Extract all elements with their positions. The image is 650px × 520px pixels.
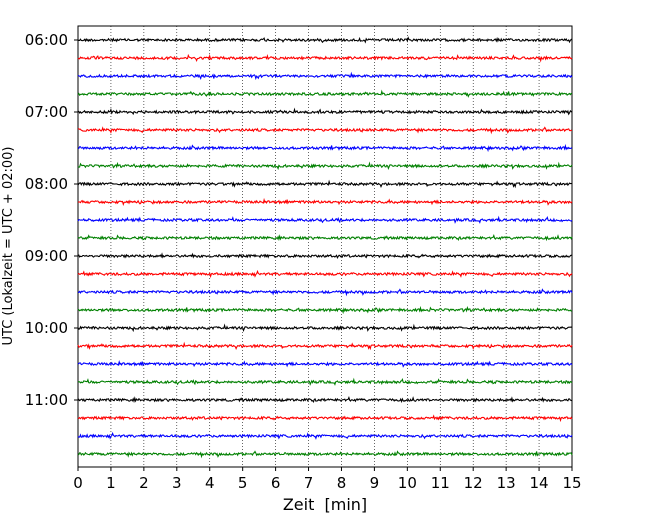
x-axis-label: Zeit [min] [283,495,367,514]
x-tick-label: 8 [337,474,347,492]
x-tick-label: 7 [304,474,314,492]
x-tick-label: 11 [431,474,450,492]
trace-1015 [77,341,573,351]
trace-0915 [77,269,573,279]
x-tick-label: 10 [398,474,417,492]
x-tick-label: 2 [139,474,149,492]
y-axis-label: UTC (Lokalzeit = UTC + 02:00) [1,147,16,346]
trace-0815 [77,197,573,206]
y-tick-label: 11:00 [25,391,68,409]
y-tick-label: 06:00 [25,31,68,49]
trace-0630 [77,71,573,81]
x-tick-label: 9 [370,474,380,492]
x-tick-label: 13 [497,474,516,492]
trace-1115 [77,414,573,423]
y-tick-label: 10:00 [25,319,68,337]
trace-1030 [77,360,573,368]
trace-0830 [77,215,573,224]
plot-area [77,25,573,468]
trace-1100 [77,396,573,404]
trace-1000 [77,323,573,333]
trace-0645 [77,89,573,98]
trace-0745 [77,161,573,171]
x-tick-label: 1 [106,474,116,492]
x-tick-label: 4 [205,474,215,492]
trace-0945 [77,305,573,315]
trace-0730 [77,143,573,153]
trace-1130 [77,431,573,440]
y-tick-label: 07:00 [25,103,68,121]
x-tick-label: 14 [530,474,549,492]
x-tick-label: 0 [73,474,83,492]
trace-0930 [77,288,573,297]
trace-1045 [77,377,573,386]
x-tick-label: 5 [238,474,248,492]
trace-1145 [77,450,573,459]
y-tick-label: 08:00 [25,175,68,193]
x-tick-label: 6 [271,474,281,492]
trace-0900 [78,252,573,259]
y-tick-label: 09:00 [25,247,68,265]
trace-0845 [77,234,573,242]
trace-0615 [77,53,573,63]
x-tick-label: 3 [172,474,182,492]
trace-0600 [77,36,573,44]
x-tick-label: 12 [464,474,483,492]
trace-0700 [77,107,573,116]
trace-0715 [78,126,573,135]
trace-0800 [77,179,573,189]
x-tick-label: 15 [562,474,581,492]
